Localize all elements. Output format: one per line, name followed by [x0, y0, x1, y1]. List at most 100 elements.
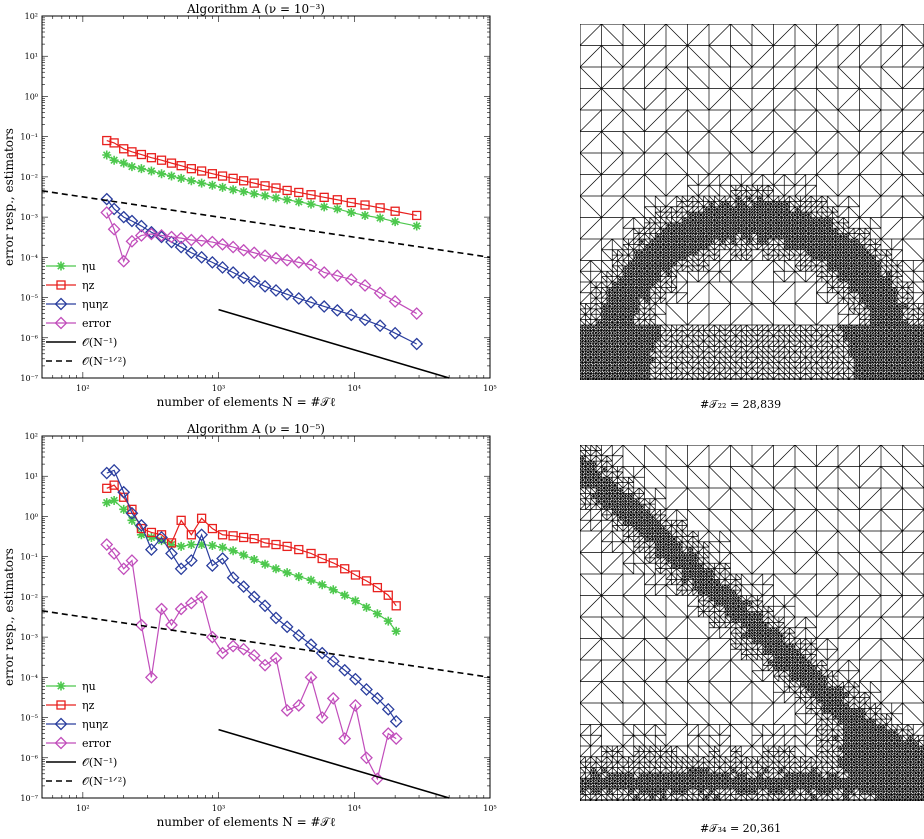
chart-title: Algorithm A (ν = 10⁻³): [186, 2, 325, 16]
data-point: [117, 254, 131, 268]
axes-frame: [41, 435, 491, 799]
data-point: [166, 538, 177, 548]
data-point: [144, 225, 158, 239]
data-point: [176, 161, 186, 171]
data-point: [330, 269, 344, 283]
data-point: [292, 292, 306, 305]
data-point: [226, 240, 240, 254]
data-point: [136, 149, 147, 160]
data-point: [315, 646, 329, 660]
data-point: [370, 691, 384, 705]
data-point: [269, 651, 283, 665]
data-point: [282, 195, 292, 205]
data-point: [412, 210, 422, 221]
data-point: [328, 558, 338, 568]
series-5: [41, 610, 491, 679]
data-point: [258, 658, 272, 672]
data-point: [269, 251, 283, 265]
series-2: [100, 192, 424, 351]
data-point: [205, 559, 219, 573]
y-tick-label: 10⁻¹: [20, 133, 38, 142]
chart-title: Algorithm A (ν = 10⁻⁵): [186, 422, 325, 436]
data-point: [375, 203, 385, 213]
data-point: [317, 553, 327, 564]
data-point: [205, 630, 219, 644]
x-axis-label: number of elements N = #𝒯ℓ: [157, 815, 336, 829]
data-point: [326, 654, 340, 668]
data-point: [144, 543, 158, 557]
data-point: [389, 715, 403, 728]
data-point: [216, 552, 229, 565]
data-point: [107, 222, 121, 236]
data-point: [328, 585, 338, 595]
x-tick-label: 10²: [76, 384, 89, 393]
y-tick-label: 10⁻⁶: [20, 334, 38, 343]
data-point: [340, 564, 350, 574]
data-point: [176, 541, 186, 551]
data-point: [184, 246, 198, 260]
data-point: [165, 547, 178, 560]
data-point: [350, 570, 361, 580]
data-point: [361, 576, 372, 586]
legend-marker: [56, 681, 66, 691]
data-point: [358, 279, 372, 292]
data-point: [373, 286, 387, 300]
data-point: [117, 485, 131, 499]
legend-marker: [54, 297, 68, 311]
data-point: [271, 564, 281, 574]
data-point: [207, 540, 217, 550]
data-point: [228, 185, 238, 195]
y-tick-label: 10⁻⁷: [20, 374, 38, 383]
data-point: [249, 178, 259, 188]
data-point: [134, 518, 148, 532]
data-point: [205, 255, 219, 269]
data-point: [125, 554, 139, 567]
data-point: [216, 237, 229, 251]
legend-label: ηu: [82, 260, 96, 273]
mesh-lines: [580, 445, 924, 801]
data-point: [125, 506, 139, 520]
data-point: [360, 683, 373, 696]
data-point: [186, 540, 196, 550]
data-point: [155, 602, 168, 616]
data-point: [218, 182, 228, 192]
data-point: [361, 602, 371, 612]
data-point: [125, 234, 139, 248]
data-point: [136, 164, 146, 174]
data-point: [207, 180, 217, 190]
data-point: [292, 629, 306, 642]
data-point: [271, 183, 281, 193]
data-point: [319, 192, 329, 202]
data-point: [306, 190, 316, 200]
data-point: [372, 609, 382, 619]
y-tick-label: 10⁰: [25, 92, 38, 101]
y-tick-label: 10⁻⁵: [20, 714, 38, 723]
data-point: [144, 670, 158, 684]
data-point: [247, 275, 261, 288]
data-point: [412, 221, 422, 231]
legend-marker: [54, 316, 68, 330]
data-point: [195, 590, 209, 604]
axes-frame: [41, 15, 491, 379]
data-point: [271, 193, 281, 203]
y-tick-label: 10²: [25, 12, 38, 21]
data-point: [346, 208, 356, 218]
y-axis-label: error resp., estimators: [2, 128, 16, 266]
data-point: [174, 562, 188, 576]
data-point: [109, 480, 119, 490]
data-point: [260, 538, 270, 548]
data-point: [196, 166, 207, 176]
data-point: [195, 250, 209, 264]
mesh-cells: [580, 445, 924, 801]
data-point: [237, 271, 251, 285]
data-point: [237, 243, 251, 257]
data-point: [102, 498, 112, 508]
data-point: [107, 202, 121, 216]
y-tick-label: 10⁻³: [20, 213, 38, 222]
y-tick-label: 10¹: [25, 472, 38, 481]
data-point: [410, 337, 424, 351]
data-point: [294, 187, 304, 198]
series-line: [106, 544, 397, 781]
data-point: [100, 192, 114, 206]
data-point: [184, 554, 198, 567]
